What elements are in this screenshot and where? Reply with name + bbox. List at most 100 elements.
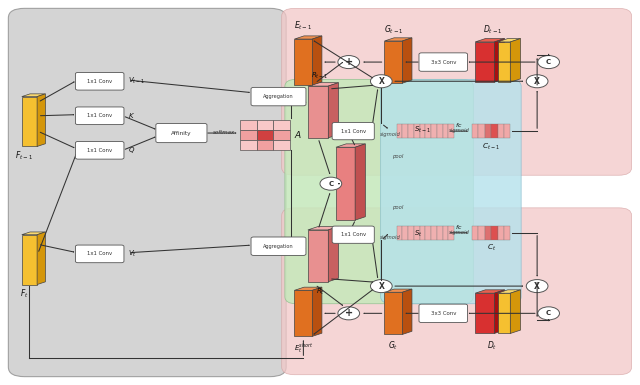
Text: $S_{t-1}$: $S_{t-1}$ [414, 125, 431, 135]
Bar [472, 226, 478, 240]
Polygon shape [308, 83, 339, 86]
Text: $K$: $K$ [129, 111, 136, 120]
FancyBboxPatch shape [381, 79, 521, 304]
Polygon shape [494, 290, 504, 333]
Text: X: X [378, 77, 384, 86]
Text: 1x1 Conv: 1x1 Conv [87, 251, 112, 256]
Bar [257, 139, 273, 149]
Text: $F_{t-1}$: $F_{t-1}$ [15, 149, 33, 162]
Bar [437, 226, 443, 240]
Text: $fc$: $fc$ [456, 223, 463, 231]
Polygon shape [385, 292, 403, 335]
Text: $G_{t}$: $G_{t}$ [388, 340, 399, 352]
Polygon shape [403, 289, 412, 335]
Text: +: + [345, 308, 353, 318]
Polygon shape [308, 230, 328, 282]
Bar [273, 130, 290, 139]
Bar [414, 226, 420, 240]
Bar [431, 226, 437, 240]
Bar [397, 226, 403, 240]
Text: $A$: $A$ [294, 129, 301, 140]
Bar [437, 124, 443, 138]
Text: pool: pool [392, 154, 404, 159]
Text: $G_{t-1}$: $G_{t-1}$ [384, 23, 403, 36]
Polygon shape [336, 147, 355, 220]
Text: $C_{t-1}$: $C_{t-1}$ [482, 141, 500, 152]
Polygon shape [294, 36, 322, 39]
Text: $Q$: $Q$ [129, 145, 136, 155]
Bar [397, 124, 403, 138]
Bar [426, 226, 431, 240]
Text: 1x1 Conv: 1x1 Conv [340, 232, 366, 237]
Polygon shape [475, 42, 494, 82]
Text: X: X [378, 281, 384, 291]
Polygon shape [385, 41, 403, 83]
Polygon shape [510, 38, 520, 82]
Polygon shape [497, 290, 520, 293]
Bar [497, 124, 504, 138]
Text: $V_{t}$: $V_{t}$ [129, 249, 137, 259]
FancyBboxPatch shape [282, 8, 632, 175]
Polygon shape [22, 232, 45, 235]
Bar [431, 124, 437, 138]
Polygon shape [385, 289, 412, 292]
Text: 3x3 Conv: 3x3 Conv [431, 311, 456, 316]
Bar [504, 226, 510, 240]
Polygon shape [336, 144, 365, 147]
Bar [257, 120, 273, 130]
Text: Aggregation: Aggregation [263, 94, 294, 99]
Polygon shape [22, 235, 37, 285]
FancyBboxPatch shape [251, 237, 306, 255]
Bar [403, 226, 408, 240]
Bar [472, 124, 478, 138]
Text: $F_{t}$: $F_{t}$ [20, 287, 29, 300]
Polygon shape [494, 38, 504, 82]
Polygon shape [497, 293, 510, 333]
FancyBboxPatch shape [76, 107, 124, 125]
Text: 3x3 Conv: 3x3 Conv [431, 60, 456, 65]
Bar [443, 124, 449, 138]
Text: $R_{t-1}$: $R_{t-1}$ [311, 70, 329, 80]
Polygon shape [497, 38, 520, 42]
Text: sigmoid: sigmoid [449, 128, 470, 133]
Bar [449, 226, 454, 240]
Text: pool: pool [392, 205, 404, 210]
Circle shape [371, 280, 392, 293]
Text: $E_{t-1}$: $E_{t-1}$ [294, 19, 312, 32]
Polygon shape [294, 39, 312, 85]
Bar [420, 226, 426, 240]
Text: X: X [534, 77, 540, 86]
FancyBboxPatch shape [76, 245, 124, 263]
Bar [484, 226, 491, 240]
Polygon shape [475, 293, 494, 333]
Text: 1x1 Conv: 1x1 Conv [87, 148, 112, 153]
Polygon shape [308, 226, 339, 230]
Bar [408, 124, 414, 138]
Bar [504, 124, 510, 138]
Polygon shape [294, 287, 322, 290]
Polygon shape [312, 287, 322, 336]
Text: softmax: softmax [213, 130, 236, 135]
FancyBboxPatch shape [419, 304, 467, 323]
Polygon shape [475, 290, 504, 293]
Circle shape [526, 75, 548, 88]
Circle shape [338, 55, 360, 69]
Bar [403, 124, 408, 138]
Text: X: X [534, 281, 540, 291]
FancyBboxPatch shape [76, 141, 124, 159]
Polygon shape [328, 83, 339, 138]
Text: 1x1 Conv: 1x1 Conv [87, 79, 112, 84]
Text: 1x1 Conv: 1x1 Conv [87, 113, 112, 118]
Bar [273, 139, 290, 149]
Polygon shape [312, 36, 322, 85]
Polygon shape [294, 290, 312, 336]
FancyBboxPatch shape [285, 79, 473, 304]
Bar [240, 130, 257, 139]
Text: sigmoid: sigmoid [380, 235, 401, 240]
Text: $E_{t}^{short}$: $E_{t}^{short}$ [294, 342, 313, 355]
Text: $D_{t-1}$: $D_{t-1}$ [483, 23, 502, 36]
Text: 1x1 Conv: 1x1 Conv [340, 129, 366, 134]
Bar [497, 226, 504, 240]
FancyBboxPatch shape [419, 53, 467, 71]
FancyBboxPatch shape [251, 87, 306, 106]
